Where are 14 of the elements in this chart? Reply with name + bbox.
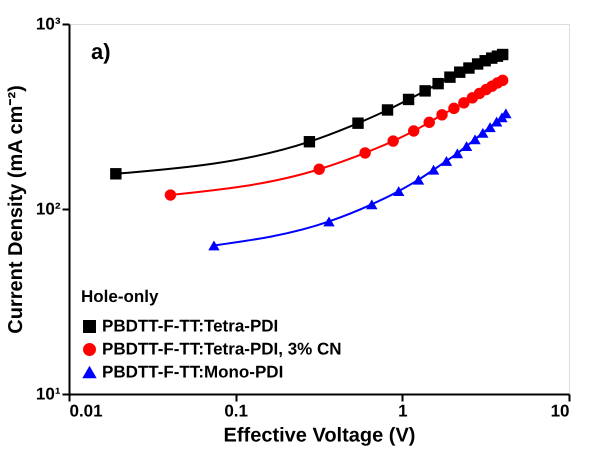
y-axis-title: Current Density (mA cm⁻²) [4, 85, 27, 334]
legend-label: PBDTT-F-TT:Tetra-PDI [102, 316, 278, 336]
legend-label: PBDTT-F-TT:Tetra-PDI, 3% CN [102, 340, 342, 358]
x-tick-label: 10 [550, 402, 570, 420]
x-axis-title: Effective Voltage (V) [224, 424, 416, 446]
legend-label: PBDTT-F-TT:Mono-PDI [102, 362, 284, 382]
y-tick-label: 10³ [36, 14, 61, 34]
x-tick-label: 0.1 [224, 402, 248, 420]
y-tick-label: 10² [36, 200, 61, 218]
y-tick-label: 10¹ [36, 384, 61, 404]
legend-title: Hole-only [81, 287, 159, 306]
annotation: a) [91, 39, 111, 64]
x-tick-label: 1 [398, 402, 408, 420]
x-tick-label: 0.01 [70, 402, 103, 420]
